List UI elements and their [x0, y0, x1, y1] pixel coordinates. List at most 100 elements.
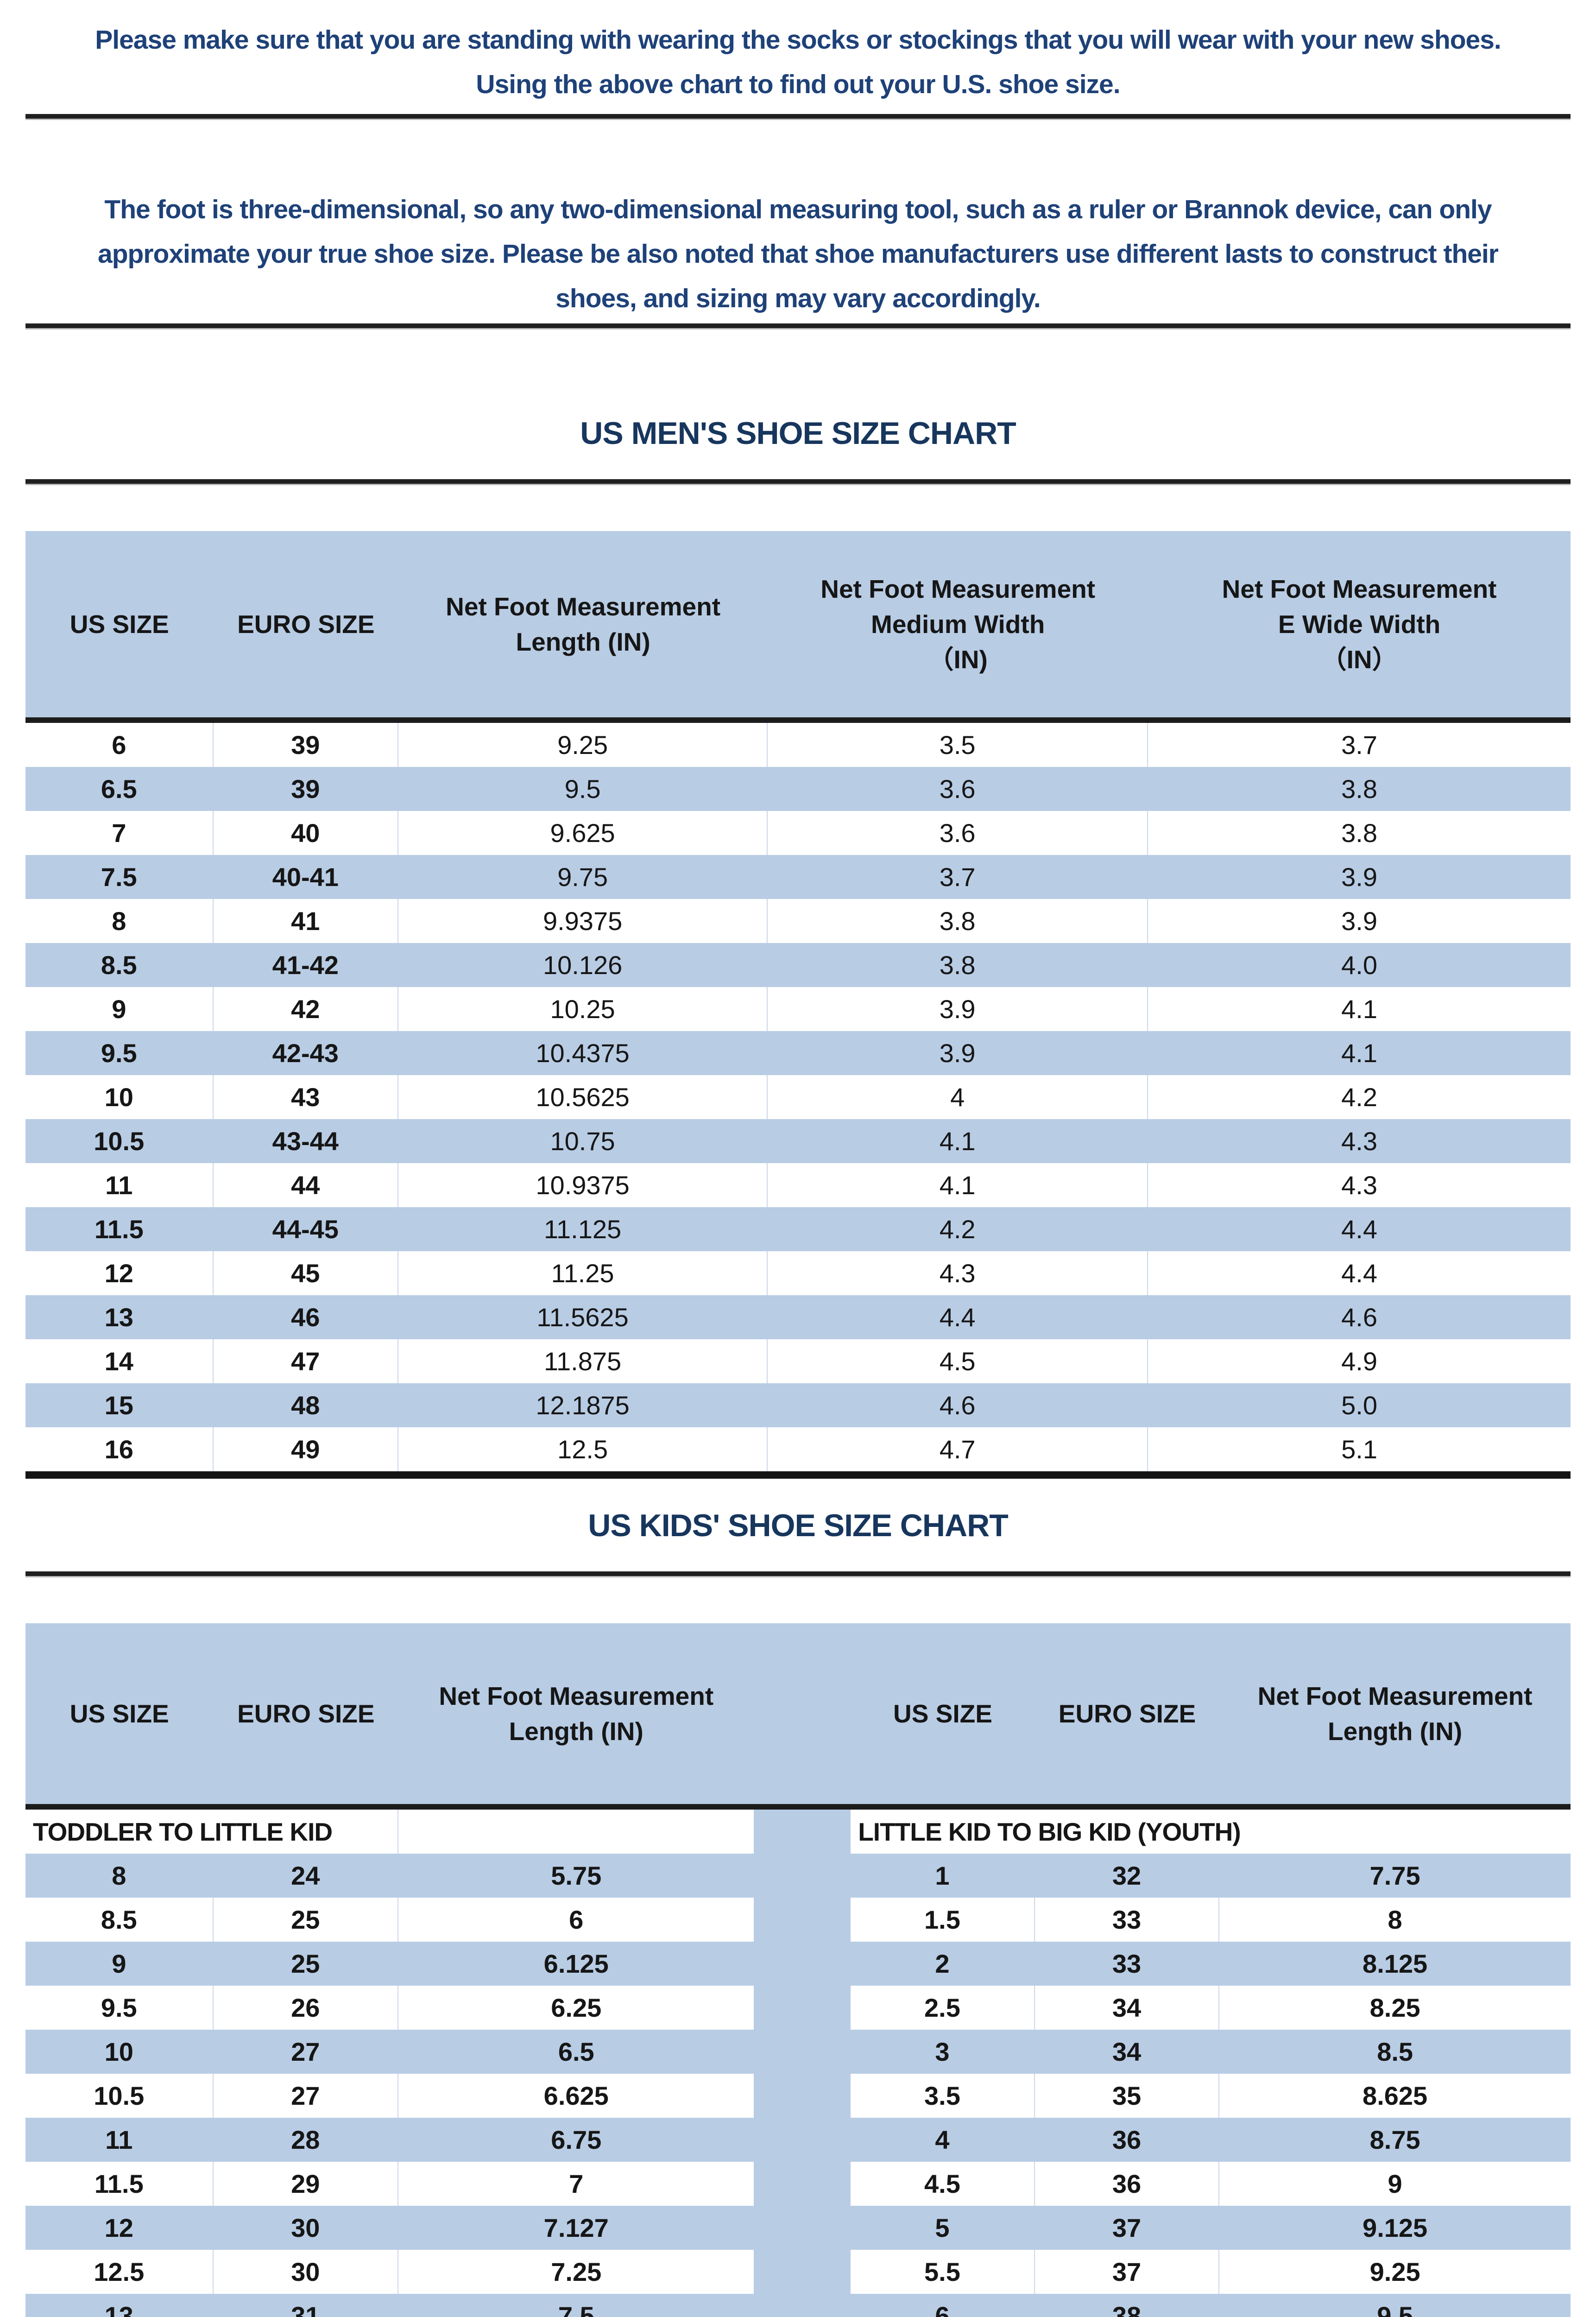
kids-right-cell: 8: [1388, 1905, 1402, 1934]
kids-right-cell: 8.5: [1377, 2037, 1413, 2066]
mens-cell: 11.25: [398, 1251, 768, 1295]
kids-right-cell: 5.5: [851, 2250, 1035, 2294]
mens-cell: 39: [291, 774, 320, 804]
kids-left-cell: 6.625: [543, 2081, 609, 2110]
mens-cell: 4.1: [768, 1163, 1148, 1207]
mens-cell: 44-45: [272, 1215, 339, 1244]
mens-cell: 11.5625: [536, 1303, 629, 1332]
kids-right-cell: 3: [935, 2037, 950, 2066]
mens-table-row: 11 44 10.9375 4.1 4.3: [25, 1163, 1571, 1207]
kids-header-right-us-size: US SIZE: [893, 1699, 992, 1728]
intro-line-1: Please make sure that you are standing w…: [95, 25, 1501, 55]
mens-cell: 3.6: [768, 811, 1148, 855]
mens-table-row: 15 48 12.1875 4.6 5.0: [25, 1383, 1571, 1427]
kids-left-cell: 29: [214, 2162, 399, 2206]
mens-cell: 7: [25, 811, 214, 855]
mens-table-header-row: US SIZE EURO SIZE Net Foot Measurement L…: [25, 531, 1571, 717]
kids-left-cell: 7.25: [551, 2257, 602, 2286]
kids-right-cell: 3.5: [851, 2074, 1035, 2118]
kids-left-cell: 6: [569, 1905, 584, 1934]
mens-cell: 3.9: [1341, 862, 1377, 892]
mens-cell: 4.9: [1341, 1347, 1377, 1376]
kids-table-separator: [754, 2074, 851, 2118]
mens-cell: 40-41: [272, 862, 339, 892]
kids-table-separator: [754, 1898, 851, 1942]
kids-left-cell: 25: [291, 1949, 320, 1978]
mens-size-table: US SIZE EURO SIZE Net Foot Measurement L…: [25, 531, 1571, 1479]
intro-paragraph: Please make sure that you are standing w…: [25, 0, 1571, 107]
mens-cell: 9.625: [398, 811, 768, 855]
mens-cell: 3.7: [939, 862, 976, 892]
kids-table-row: 12 30 7.127 5 37 9.125: [25, 2206, 1571, 2250]
mens-header-us-size: US SIZE: [69, 610, 169, 639]
kids-right-cell: 6: [935, 2301, 950, 2317]
kids-left-cell: 12: [104, 2213, 133, 2242]
mens-cell: 9.5: [564, 774, 601, 804]
kids-left-cell: 27: [291, 2037, 320, 2066]
kids-right-cell: 37: [1035, 2250, 1220, 2294]
kids-right-cell: 4.5: [851, 2162, 1035, 2206]
empty-cell: [398, 1810, 754, 1854]
kids-chart-title: US KIDS' SHOE SIZE CHART: [588, 1508, 1008, 1543]
note-line-2: approximate your true shoe size. Please …: [98, 239, 1499, 269]
kids-left-cell: 30: [214, 2250, 399, 2294]
mens-cell: 9: [25, 987, 214, 1031]
kids-right-cell: 9.25: [1369, 2257, 1420, 2286]
mens-header-length: Net Foot Measurement Length (IN): [446, 592, 721, 656]
mens-cell: 4.3: [768, 1251, 1148, 1295]
kids-table-row: 10.5 27 6.625 3.5 35 8.625: [25, 2074, 1571, 2118]
mens-cell: 45: [214, 1251, 399, 1295]
mens-cell: 4.2: [1341, 1083, 1377, 1112]
kids-left-cell: 6.125: [543, 1949, 609, 1978]
kids-table-separator: [754, 1986, 851, 2030]
mens-cell: 4.1: [1341, 994, 1377, 1024]
kids-right-cell: 33: [1112, 1949, 1142, 1978]
kids-right-cell: 9: [1388, 2169, 1402, 2198]
youth-section-label: LITTLE KID TO BIG KID (YOUTH): [858, 1817, 1241, 1846]
kids-right-cell: 1.5: [851, 1898, 1035, 1942]
kids-left-cell: 7: [569, 2169, 584, 2198]
kids-left-cell: 6.5: [558, 2037, 594, 2066]
mens-cell: 13: [104, 1303, 133, 1332]
mens-cell: 46: [291, 1303, 320, 1332]
kids-header-left-length: Net Foot Measurement Length (IN): [439, 1682, 714, 1746]
kids-header-left-us-size: US SIZE: [69, 1699, 169, 1728]
mens-cell: 6.5: [101, 774, 137, 804]
kids-table-separator: [754, 1942, 851, 1986]
kids-left-cell: 11.5: [25, 2162, 214, 2206]
horizontal-divider: [25, 1571, 1571, 1576]
kids-right-cell: 2.5: [851, 1986, 1035, 2030]
mens-cell: 3.9: [939, 1038, 976, 1068]
mens-cell: 10.5: [94, 1127, 145, 1156]
kids-table-separator: [754, 2206, 851, 2250]
kids-table-row: 12.5 30 7.25 5.5 37 9.25: [25, 2250, 1571, 2294]
kids-left-cell: 5.75: [551, 1861, 602, 1890]
kids-right-cell: 9.5: [1377, 2301, 1413, 2317]
mens-cell: 3.7: [1341, 730, 1377, 760]
mens-cell: 10.25: [398, 987, 768, 1031]
kids-right-cell: 8.625: [1363, 2081, 1428, 2110]
mens-cell: 11: [25, 1163, 214, 1207]
mens-cell: 9.9375: [398, 899, 768, 943]
horizontal-divider: [25, 114, 1571, 119]
kids-left-cell: 25: [214, 1898, 399, 1942]
mens-cell: 43-44: [272, 1127, 339, 1156]
mens-table-body: 6 39 9.25 3.5 3.7 6.5 39 9.5 3.6 3.8 7 40 9.625 3.6 3.…: [25, 723, 1571, 1471]
mens-table-row: 13 46 11.5625 4.4 4.6: [25, 1295, 1571, 1339]
kids-table-separator: [754, 1854, 851, 1898]
kids-table-row: 9 25 6.125 2 33 8.125: [25, 1942, 1571, 1986]
kids-right-cell: 1: [935, 1861, 950, 1890]
kids-header-left-euro-size: EURO SIZE: [237, 1699, 375, 1728]
kids-table-row: 8 24 5.75 1 32 7.75: [25, 1854, 1571, 1898]
kids-left-cell: 8: [112, 1861, 126, 1890]
mens-cell: 3.9: [1341, 906, 1377, 936]
mens-cell: 11.125: [544, 1215, 622, 1244]
kids-left-cell: 9: [112, 1949, 126, 1978]
kids-right-cell: 38: [1112, 2301, 1142, 2317]
kids-table-row: 10 27 6.5 3 34 8.5: [25, 2030, 1571, 2074]
mens-table-row: 10.5 43-44 10.75 4.1 4.3: [25, 1119, 1571, 1163]
kids-left-cell: 6.75: [551, 2125, 602, 2154]
mens-cell: 4.0: [1341, 950, 1377, 980]
mens-table-row: 7.5 40-41 9.75 3.7 3.9: [25, 855, 1571, 899]
